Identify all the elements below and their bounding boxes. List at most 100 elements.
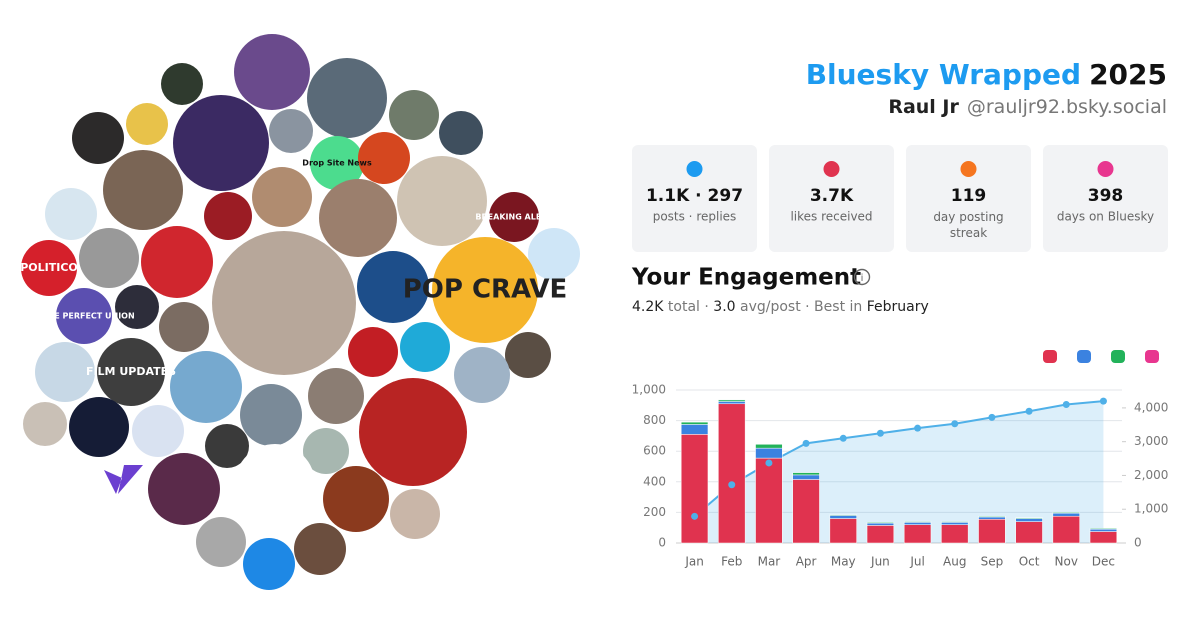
avatar[interactable] [21, 240, 77, 296]
avatar[interactable] [348, 327, 398, 377]
avatar[interactable] [115, 285, 159, 329]
stat-card [632, 145, 757, 252]
legend-icon[interactable] [1077, 350, 1091, 363]
avatar[interactable] [252, 167, 312, 227]
avatar[interactable] [240, 384, 302, 446]
avatar[interactable] [323, 466, 389, 532]
avatar[interactable] [205, 424, 249, 468]
avatar[interactable] [23, 402, 67, 446]
avatar[interactable] [357, 251, 429, 323]
y2-tick-label: 1,000 [1134, 502, 1168, 516]
avatar[interactable] [489, 192, 539, 242]
user-handle: @rauljr92.bsky.social [967, 96, 1167, 118]
avatar[interactable] [35, 342, 95, 402]
avatar[interactable] [170, 351, 242, 423]
avatar-label: Drop Site News [302, 159, 372, 168]
avatar[interactable] [528, 228, 580, 280]
avatar[interactable] [439, 111, 483, 155]
avatar[interactable] [432, 237, 538, 343]
avatar[interactable] [159, 302, 209, 352]
avatar[interactable] [79, 228, 139, 288]
avatar[interactable] [204, 192, 252, 240]
cumulative-point [988, 413, 996, 421]
avatar[interactable] [196, 517, 246, 567]
avatar-label: BREAKING ALERT [475, 213, 553, 222]
avatar[interactable] [400, 322, 450, 372]
avatar[interactable] [161, 63, 203, 105]
bar-segment [792, 479, 820, 544]
stat-icon [960, 161, 977, 177]
avatar[interactable] [56, 288, 112, 344]
avatar[interactable] [397, 156, 487, 246]
avatar[interactable] [303, 428, 349, 474]
avg-label: avg/post · Best in [740, 299, 862, 315]
stat-card [769, 145, 894, 252]
avatar[interactable] [103, 150, 183, 230]
x-tick-label: Sep [981, 555, 1004, 569]
y2-tick-label: 3,000 [1134, 434, 1168, 448]
avatar[interactable] [173, 95, 269, 191]
x-tick-label: Mar [758, 555, 781, 569]
cumulative-point [914, 424, 922, 432]
avatar[interactable] [310, 136, 364, 190]
stat-label: posts · replies [653, 210, 737, 224]
avatar-label: POLITICO [20, 261, 78, 274]
avatar[interactable] [132, 405, 184, 457]
cumulative-point [951, 420, 959, 428]
avatar[interactable] [359, 378, 467, 486]
bar-segment [680, 434, 709, 544]
y-tick-label: 600 [643, 444, 666, 458]
avatar-cluster: POLITICO MORE PERFECT UNION FILM UPDATES Dr… [20, 34, 580, 590]
legend-icon[interactable] [1043, 350, 1057, 363]
avatar[interactable] [45, 188, 97, 240]
avatar[interactable] [390, 489, 440, 539]
avatar[interactable] [141, 226, 213, 298]
x-tick-label: Apr [796, 555, 817, 569]
info-icon[interactable] [853, 268, 871, 286]
avatar[interactable] [358, 132, 410, 184]
bar-segment [1052, 512, 1080, 514]
avatar[interactable] [307, 58, 387, 138]
avatar[interactable] [505, 332, 551, 378]
avatar[interactable] [212, 231, 356, 375]
bar-segment [941, 522, 969, 525]
bar-segment [755, 457, 783, 544]
logo-v [104, 465, 143, 494]
bar-segment [718, 403, 746, 544]
bar-segment [903, 521, 932, 523]
stat-value: 398 [1088, 186, 1124, 206]
avatar[interactable] [243, 538, 295, 590]
avatar[interactable] [294, 523, 346, 575]
stat-value: 119 [951, 186, 987, 206]
bar-segment [941, 521, 969, 523]
engagement-title: Your Engagement [631, 265, 861, 291]
title-year: 2025 [1089, 58, 1167, 91]
avatar[interactable] [126, 103, 168, 145]
y-tick-label: 0 [658, 536, 666, 550]
bar-segment [1015, 517, 1043, 519]
bar-segment [1015, 521, 1043, 544]
avatar[interactable] [97, 338, 165, 406]
avatar[interactable] [269, 109, 313, 153]
avatar[interactable] [389, 90, 439, 140]
avatar[interactable] [454, 347, 510, 403]
x-tick-label: Jun [870, 555, 890, 569]
avatar[interactable] [72, 112, 124, 164]
avatar[interactable] [69, 397, 129, 457]
cumulative-point [839, 434, 847, 442]
legend-icon[interactable] [1111, 350, 1125, 363]
avatar-label: FILM UPDATES [86, 365, 176, 378]
cumulative-point [1025, 407, 1033, 415]
stat-icon [823, 161, 840, 177]
cumulative-point [765, 459, 773, 467]
legend-icon[interactable] [1145, 350, 1159, 363]
cumulative-point [1099, 397, 1107, 405]
avatar[interactable] [148, 453, 220, 525]
avatar[interactable] [308, 368, 364, 424]
cumulative-point [691, 512, 699, 520]
bar-segment [792, 472, 820, 476]
avatar[interactable] [235, 444, 315, 524]
avatar[interactable] [234, 34, 310, 110]
avatar[interactable] [319, 179, 397, 257]
